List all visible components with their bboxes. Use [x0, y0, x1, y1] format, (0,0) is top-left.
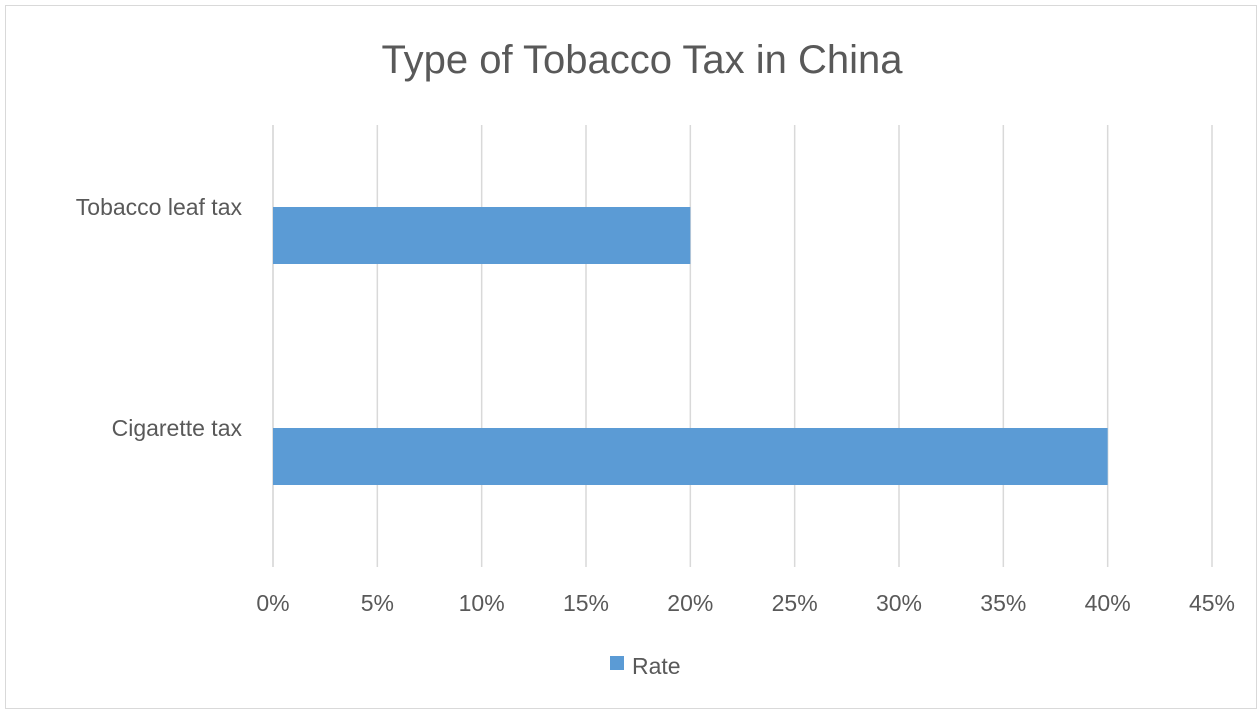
gridlines: [272, 125, 1213, 567]
category-labels: Cigarette tax Tobacco leaf tax: [76, 194, 243, 441]
x-tick-label: 40%: [1085, 590, 1131, 616]
x-tick-label: 10%: [459, 590, 505, 616]
x-tick-label: 45%: [1189, 590, 1235, 616]
x-tick-label: 5%: [361, 590, 394, 616]
legend: Rate: [610, 653, 681, 679]
chart-frame: [5, 5, 1257, 709]
x-tick-label: 35%: [980, 590, 1026, 616]
x-tick-label: 0%: [256, 590, 289, 616]
x-tick-label: 20%: [667, 590, 713, 616]
category-label: Tobacco leaf tax: [76, 194, 243, 220]
x-tick-labels: 0% 5% 10% 15% 20% 25% 30% 35% 40% 45%: [256, 590, 1235, 616]
bar-tobacco-leaf-tax: [273, 207, 691, 264]
bars: [273, 207, 1108, 485]
legend-swatch-rate: [610, 656, 624, 670]
bar-cigarette-tax: [273, 428, 1108, 485]
legend-label-rate: Rate: [632, 653, 681, 679]
x-tick-label: 15%: [563, 590, 609, 616]
category-label: Cigarette tax: [112, 415, 243, 441]
chart-title: Type of Tobacco Tax in China: [381, 38, 903, 82]
x-tick-label: 25%: [772, 590, 818, 616]
x-tick-label: 30%: [876, 590, 922, 616]
